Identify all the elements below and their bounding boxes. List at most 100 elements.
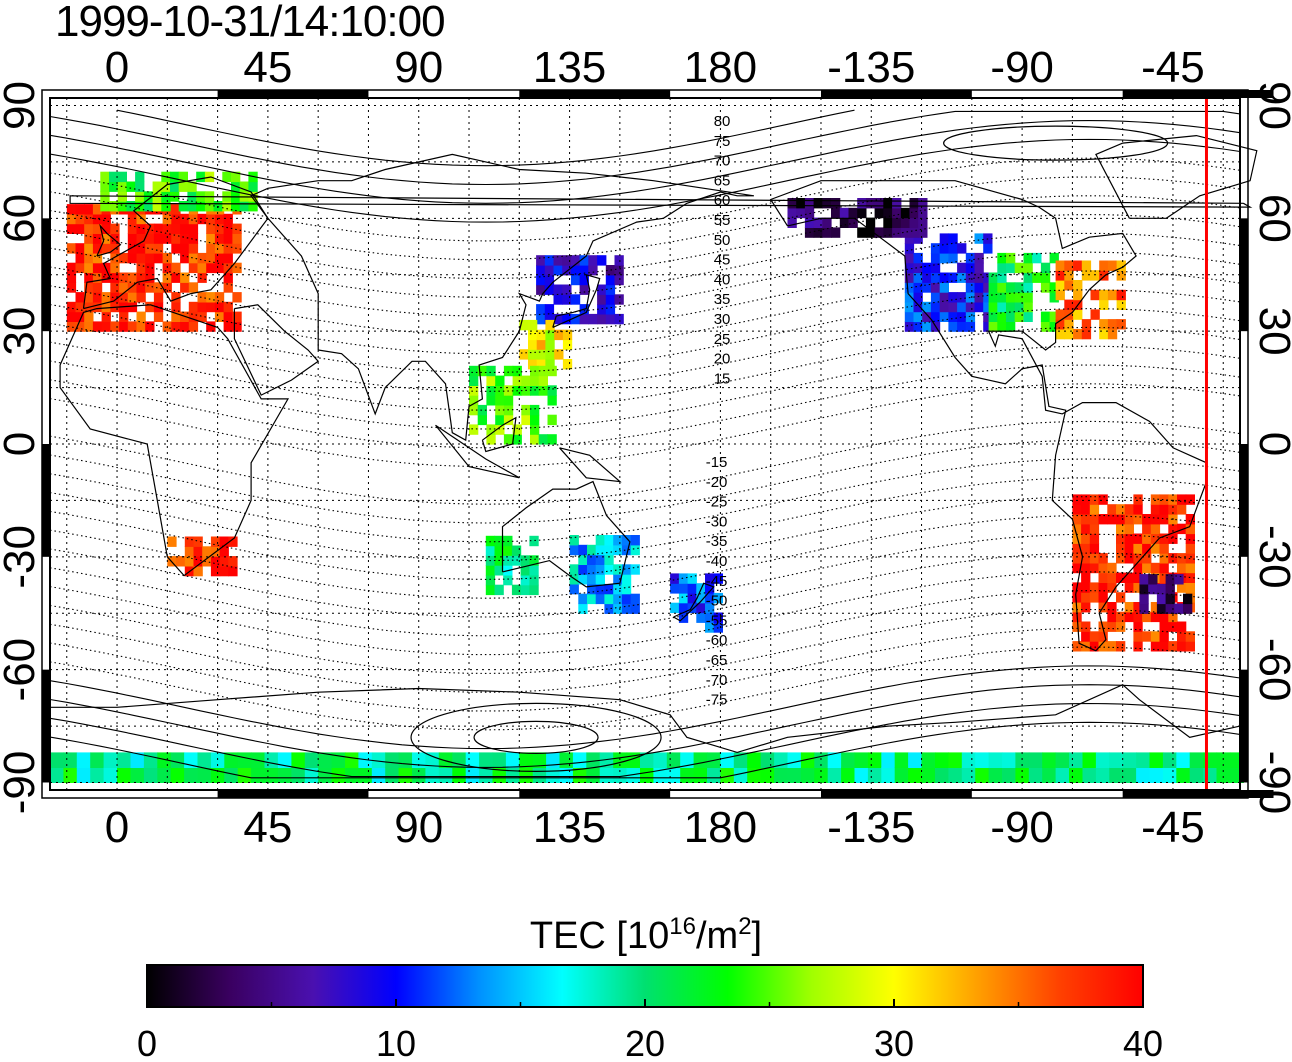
- lat-tick-label-right: -30: [1250, 525, 1292, 589]
- tec-cell: [318, 752, 333, 768]
- tec-cell: [214, 213, 225, 225]
- lat-tick-label-right: 30: [1250, 307, 1292, 356]
- tec-cell: [544, 265, 555, 276]
- tec-cell: [318, 767, 333, 783]
- tec-cell: [101, 223, 111, 234]
- tec-cell: [1116, 260, 1126, 271]
- frame-band: [1240, 218, 1248, 332]
- tec-cell: [1107, 572, 1117, 583]
- tec-cell: [210, 752, 225, 768]
- mag-contour: [49, 251, 1241, 336]
- tec-cell: [621, 564, 632, 575]
- tec-cell: [865, 198, 876, 209]
- tec-cell: [180, 272, 190, 283]
- tec-cell: [874, 227, 884, 238]
- tec-cell: [538, 434, 548, 445]
- tec-cell: [75, 243, 85, 254]
- tec-cell: [187, 201, 197, 212]
- tec-cell: [892, 217, 902, 228]
- lat-tick-label-right: 60: [1250, 194, 1292, 243]
- tec-cell: [188, 233, 199, 244]
- mag-contour: [49, 326, 1241, 411]
- mag-contour: [49, 289, 1241, 374]
- tec-cell: [66, 301, 77, 313]
- tec-cell: [1176, 752, 1191, 768]
- tec-cell: [605, 313, 616, 325]
- tec-cell: [1098, 562, 1108, 574]
- coastline: [481, 416, 517, 453]
- coastline: [673, 582, 715, 622]
- tec-cell: [75, 311, 85, 322]
- tec-cell: [1049, 321, 1059, 332]
- tec-region: [50, 752, 1244, 783]
- mag-contour: [49, 477, 1241, 562]
- tec-cell: [588, 265, 598, 276]
- tec-cell: [939, 252, 949, 264]
- tec-cell: [130, 752, 145, 768]
- tec-cell: [228, 536, 238, 547]
- tec-cell: [214, 301, 225, 313]
- tec-cell: [136, 311, 146, 322]
- tec-cell: [1099, 260, 1109, 271]
- tec-cell: [570, 294, 581, 305]
- tec-cell: [614, 294, 624, 305]
- tec-cell: [521, 404, 531, 416]
- tec-cell: [469, 404, 479, 416]
- tec-cell: [223, 321, 233, 332]
- tec-cell: [930, 301, 941, 313]
- tec-cell: [153, 243, 164, 254]
- tec-cell: [713, 592, 723, 604]
- tec-cell: [1014, 301, 1024, 313]
- tec-cell: [145, 321, 155, 332]
- tec-cell: [554, 349, 564, 360]
- tec-cell: [988, 272, 998, 283]
- tec-cell: [206, 301, 216, 313]
- tec-cell: [1124, 582, 1134, 593]
- tec-cell: [787, 752, 802, 768]
- tec-cell: [974, 252, 984, 264]
- tec-cell: [570, 255, 581, 266]
- tec-cell: [1150, 533, 1161, 544]
- tec-cell: [197, 213, 207, 225]
- tec-cell: [705, 583, 715, 594]
- tec-cell: [232, 311, 242, 322]
- tec-cell: [228, 556, 238, 567]
- tec-cell: [562, 339, 573, 350]
- tec-cell: [1072, 621, 1082, 632]
- tec-cell: [957, 301, 967, 313]
- tec-cell: [1002, 752, 1016, 768]
- tec-cell: [839, 217, 850, 228]
- tec-cell: [1185, 562, 1195, 574]
- tec-cell: [1116, 611, 1126, 623]
- coastline: [50, 683, 1241, 754]
- tec-cell: [922, 262, 932, 274]
- tec-cell: [559, 752, 574, 768]
- tec-cell: [1081, 533, 1091, 544]
- tec-cell: [604, 535, 614, 546]
- tec-cell: [948, 752, 963, 768]
- tec-cell: [1165, 574, 1175, 585]
- tec-cell: [1098, 631, 1108, 642]
- tec-cell: [66, 321, 77, 332]
- tec-cell: [237, 767, 252, 783]
- tec-cell: [1150, 543, 1161, 554]
- tec-cell: [1023, 272, 1033, 283]
- tec-cell: [1124, 553, 1134, 564]
- tec-cell: [569, 583, 579, 595]
- tec-cell: [1116, 621, 1126, 632]
- tec-cell: [1133, 572, 1143, 583]
- frame-band: [1122, 90, 1274, 98]
- tec-cell: [1162, 767, 1177, 783]
- tec-cell: [1142, 523, 1152, 535]
- lat-tick-label-right: -90: [1250, 751, 1292, 815]
- tec-cell: [921, 752, 936, 768]
- tec-cell: [1072, 592, 1082, 603]
- tec-cell: [547, 395, 557, 406]
- tec-cell: [599, 752, 614, 768]
- tec-cell: [1055, 289, 1065, 301]
- tec-cell: [1150, 494, 1161, 505]
- tec-cell: [867, 752, 882, 768]
- tec-cell: [486, 395, 496, 406]
- tec-cell: [1023, 252, 1033, 264]
- tec-cell: [152, 181, 162, 192]
